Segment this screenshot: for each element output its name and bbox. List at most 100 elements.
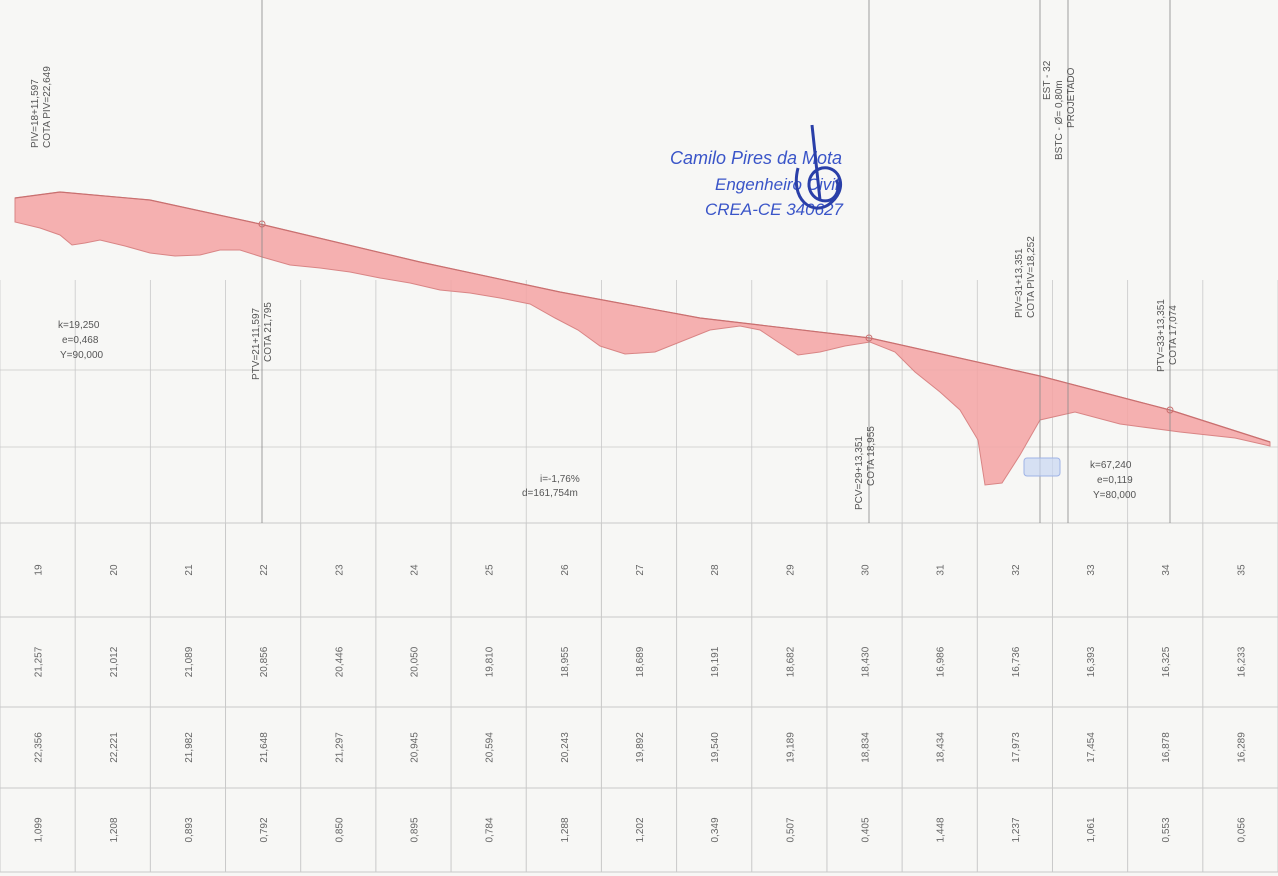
piv-start-line1: PIV=18+11,597 — [30, 79, 41, 148]
table-cell-grade: 17,973 — [1011, 732, 1022, 763]
table-cell-grade: 18,434 — [936, 732, 947, 763]
ptv-21-line2: COTA 21,795 — [263, 302, 274, 362]
piv-start-line2: COTA PIV=22,649 — [42, 66, 53, 148]
table-cell-grade: 19,540 — [710, 732, 721, 763]
table-cell-terrain: 18,689 — [635, 646, 646, 677]
piv-31-line2: COTA PIV=18,252 — [1026, 236, 1037, 318]
table-cell-stations: 25 — [485, 564, 496, 576]
table-cell-grade: 22,221 — [109, 732, 120, 763]
vertex-pcv-29 — [865, 334, 873, 342]
stamp-registry: CREA-CE 340627 — [705, 200, 844, 219]
table-cell-grade: 20,243 — [560, 732, 571, 763]
signature-scribble — [794, 124, 842, 210]
table-cell-stations: 22 — [259, 564, 270, 576]
table-cell-terrain: 21,089 — [184, 646, 195, 677]
table-cell-grade: 22,356 — [34, 732, 45, 763]
table-cell-stations: 34 — [1161, 564, 1172, 576]
table-cell-terrain: 20,446 — [334, 646, 345, 677]
stamp-title: Engenheiro Civil — [715, 175, 840, 194]
table-cell-terrain: 20,050 — [409, 646, 420, 677]
slope-i: i=-1,76% — [540, 474, 580, 485]
table-cell-depth: 0,507 — [785, 817, 796, 842]
ptv-21-line1: PTV=21+11,597 — [251, 307, 262, 380]
curve-2-e: e=0,119 — [1097, 475, 1133, 486]
table-cell-terrain: 19,810 — [485, 646, 496, 677]
table-cell-stations: 29 — [785, 564, 796, 576]
table-cell-stations: 31 — [936, 564, 947, 576]
curve-1-k: k=19,250 — [58, 320, 100, 331]
table-cell-terrain: 20,856 — [259, 646, 270, 677]
table-cell-stations: 27 — [635, 564, 646, 576]
table-cell-terrain: 18,955 — [560, 646, 571, 677]
table-cell-terrain: 16,736 — [1011, 646, 1022, 677]
table-cell-stations: 33 — [1086, 564, 1097, 576]
table-cell-grade: 21,648 — [259, 732, 270, 763]
table-cell-grade: 17,454 — [1086, 732, 1097, 763]
table-cell-depth: 1,288 — [560, 817, 571, 842]
table-cell-depth: 1,237 — [1011, 817, 1022, 842]
table-cell-grade: 18,834 — [861, 732, 872, 763]
cut-fill-area — [14, 191, 1271, 486]
engineer-stamp: Camilo Pires da Mota Engenheiro Civil CR… — [670, 124, 844, 219]
station-table: 19 20 21 22 23 24 25 26 27 28 29 30 31 32 33 34 35 21,257… — [0, 523, 1278, 873]
table-cell-depth: 1,202 — [635, 817, 646, 842]
table-cell-depth: 0,349 — [710, 817, 721, 842]
table-cell-depth: 1,061 — [1086, 817, 1097, 842]
table-cell-depth: 0,784 — [485, 817, 496, 842]
table-cell-terrain: 19,191 — [710, 646, 721, 677]
table-cell-depth: 0,893 — [184, 817, 195, 842]
curve-2-y: Y=80,000 — [1093, 490, 1137, 501]
table-cell-stations: 35 — [1236, 564, 1247, 576]
table-cell-grade: 19,189 — [785, 732, 796, 763]
table-cell-stations: 32 — [1011, 564, 1022, 576]
table-cell-grade: 19,892 — [635, 732, 646, 763]
curve-1-y: Y=90,000 — [60, 350, 104, 361]
table-cell-terrain: 18,682 — [785, 646, 796, 677]
table-cell-stations: 23 — [334, 564, 345, 576]
table-cell-depth: 0,056 — [1236, 817, 1247, 842]
table-cell-stations: 24 — [409, 564, 420, 576]
grade-line — [14, 191, 1271, 443]
curve-2-k: k=67,240 — [1090, 460, 1132, 471]
table-cell-grade: 16,878 — [1161, 732, 1172, 763]
pcv-29-line1: PCV=29+13,351 — [854, 436, 865, 510]
table-cell-terrain: 21,012 — [109, 646, 120, 677]
table-cell-depth: 0,553 — [1161, 817, 1172, 842]
table-cell-stations: 26 — [560, 564, 571, 576]
table-cell-grade: 20,945 — [409, 732, 420, 763]
table-cell-stations: 20 — [109, 564, 120, 576]
table-cell-stations: 21 — [184, 564, 195, 576]
table-cell-terrain: 16,393 — [1086, 646, 1097, 677]
table-cell-terrain: 21,257 — [34, 646, 45, 677]
table-cell-grade: 16,289 — [1236, 732, 1247, 763]
est-32-line1: EST - 32 — [1042, 60, 1053, 100]
table-cell-terrain: 16,986 — [936, 646, 947, 677]
curve-1-e: e=0,468 — [62, 335, 99, 346]
vertex-ptv-33 — [1166, 406, 1174, 414]
stamp-name: Camilo Pires da Mota — [670, 148, 842, 168]
table-cell-stations: 19 — [34, 564, 45, 576]
table-cell-depth: 0,405 — [861, 817, 872, 842]
table-cell-depth: 1,448 — [936, 817, 947, 842]
table-cell-depth: 1,208 — [109, 817, 120, 842]
table-cell-grade: 21,982 — [184, 732, 195, 763]
est-32-line3: PROJETADO — [1066, 67, 1077, 128]
est-32-line2: BSTC - Ø= 0,80m — [1054, 80, 1065, 160]
table-cell-depth: 0,850 — [334, 817, 345, 842]
ptv-33-line2: COTA 17,074 — [1168, 305, 1179, 365]
piv-31-line1: PIV=31+13,351 — [1014, 248, 1025, 318]
table-cell-depth: 1,099 — [34, 817, 45, 842]
slope-d: d=161,754m — [522, 488, 578, 499]
vertex-ptv-21 — [258, 220, 266, 228]
table-cell-stations: 30 — [861, 564, 872, 576]
table-cell-stations: 28 — [710, 564, 721, 576]
table-cell-depth: 0,895 — [409, 817, 420, 842]
table-cell-grade: 21,297 — [334, 732, 345, 763]
table-cell-terrain: 16,325 — [1161, 646, 1172, 677]
table-cell-grade: 20,594 — [485, 732, 496, 763]
culvert-marker — [1023, 457, 1061, 477]
table-cell-terrain: 16,233 — [1236, 646, 1247, 677]
table-cell-terrain: 18,430 — [861, 646, 872, 677]
pcv-29-line2: COTA 18,955 — [866, 426, 877, 486]
